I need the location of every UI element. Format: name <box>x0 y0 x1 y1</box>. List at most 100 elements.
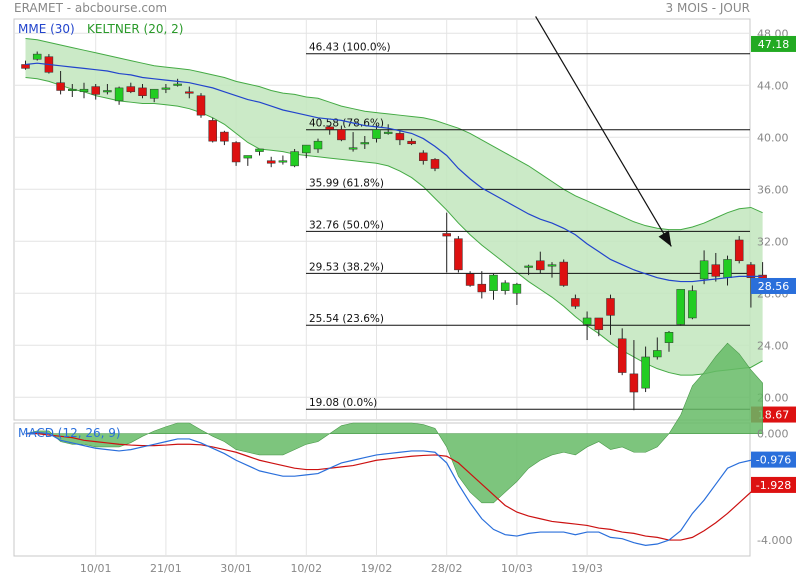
price-badge-label: 47.18 <box>758 38 790 51</box>
macd-badge <box>751 476 796 493</box>
candle-body <box>56 82 65 91</box>
candle-body <box>114 87 124 102</box>
legend-keltner: KELTNER (20, 2) <box>87 22 183 36</box>
macd-y-tick-label: -4.000 <box>757 534 792 547</box>
candle-body <box>500 282 510 291</box>
candle-body <box>489 274 498 291</box>
candle-body <box>313 140 323 150</box>
keltner-lower-line <box>25 76 763 376</box>
candle-body <box>196 95 206 116</box>
legend-mme: MME (30) <box>18 22 75 36</box>
x-tick-label: 21/01 <box>150 562 182 575</box>
candle-body <box>91 86 100 95</box>
candle-body <box>138 87 147 96</box>
candle-body <box>103 90 112 93</box>
candle-body <box>32 53 42 60</box>
candle-body <box>290 151 299 167</box>
candle-body <box>337 129 346 141</box>
candle-body <box>185 91 194 94</box>
candle-body <box>220 131 229 142</box>
candle-body <box>547 264 557 267</box>
candle-body <box>68 88 77 91</box>
price-badge-label: 28.56 <box>758 280 790 293</box>
candle-body <box>231 142 241 163</box>
candle-body <box>161 87 171 90</box>
candle-body <box>477 283 487 293</box>
candle-body <box>407 140 416 145</box>
candle-body <box>571 298 580 307</box>
candle-body <box>383 131 393 134</box>
price-badge <box>751 277 796 294</box>
trend-arrow-line <box>535 16 672 247</box>
candle-body <box>699 260 709 280</box>
candle-body <box>302 144 311 154</box>
x-tick-label: 10/01 <box>80 562 112 575</box>
keltner-band-area <box>25 38 763 376</box>
candle-body <box>348 147 358 150</box>
macd-line <box>25 431 763 546</box>
candle-body <box>606 298 615 316</box>
fibonacci-label: 35.99 (61.8%) <box>309 177 384 189</box>
candle-body <box>325 126 334 130</box>
candle-body <box>746 264 756 278</box>
price-y-tick-label: 44.00 <box>757 79 789 92</box>
candle-body <box>594 317 604 330</box>
keltner-upper-line <box>25 38 763 231</box>
fibonacci-label: 29.53 (38.2%) <box>309 261 384 273</box>
price-y-tick-label: 40.00 <box>757 131 789 144</box>
candle-body <box>278 160 288 163</box>
candle-body <box>711 264 721 277</box>
candle-body <box>442 233 451 237</box>
candle-body <box>641 356 650 389</box>
price-y-tick-label: 36.00 <box>757 183 789 196</box>
fibonacci-label: 32.76 (50.0%) <box>309 219 384 231</box>
price-chart: 46.43 (100.0%) 40.58 (78.6%) 35.99 (61.8%)… <box>13 16 796 423</box>
x-tick-label: 10/02 <box>290 562 322 575</box>
candle-body <box>524 265 533 268</box>
candle-body <box>688 290 697 319</box>
price-y-tick-label: 32.00 <box>757 235 789 248</box>
macd-badge <box>751 451 796 468</box>
x-tick-label: 19/02 <box>361 562 393 575</box>
candle-body <box>419 152 428 161</box>
fibonacci-label: 40.58 (78.6%) <box>309 118 384 130</box>
candle-body <box>536 260 545 271</box>
candle-body <box>149 88 159 99</box>
macd-badge-label: -1.928 <box>756 479 791 492</box>
candle-body <box>559 261 568 286</box>
fibonacci-label: 25.54 (23.6%) <box>309 313 384 325</box>
candle-body <box>360 142 370 145</box>
x-tick-label: 28/02 <box>431 562 463 575</box>
candle-body <box>266 160 276 164</box>
period-label: 3 MOIS - JOUR <box>665 1 750 15</box>
chart-title: ERAMET - abcbourse.com <box>14 1 168 15</box>
mme-line <box>25 62 763 283</box>
candle-body <box>79 88 89 93</box>
candle-body <box>582 317 592 325</box>
candle-body <box>395 133 405 141</box>
legend-macd: MACD (12, 26, 9) <box>18 426 121 440</box>
candle-body <box>664 332 674 343</box>
fibonacci-label: 46.43 (100.0%) <box>309 42 391 54</box>
x-tick-label: 19/03 <box>571 562 603 575</box>
candle-body <box>173 83 182 86</box>
macd-histogram <box>25 342 763 504</box>
candle-body <box>512 283 522 294</box>
candle-body <box>255 148 264 152</box>
price-y-tick-label: 20.00 <box>757 391 789 404</box>
price-badge <box>751 35 796 52</box>
candle-body <box>372 129 381 139</box>
trend-arrow-head <box>658 230 672 247</box>
candle-body <box>629 373 639 393</box>
candle-body <box>208 120 217 142</box>
price-y-tick-label: 24.00 <box>757 339 789 352</box>
candle-body <box>454 238 463 271</box>
candle-body <box>243 155 253 159</box>
candle-body <box>653 350 662 358</box>
candle-body <box>430 159 440 169</box>
fibonacci-label: 19.08 (0.0%) <box>309 397 377 409</box>
x-tick-label: 30/01 <box>220 562 252 575</box>
candle-body <box>617 338 627 373</box>
